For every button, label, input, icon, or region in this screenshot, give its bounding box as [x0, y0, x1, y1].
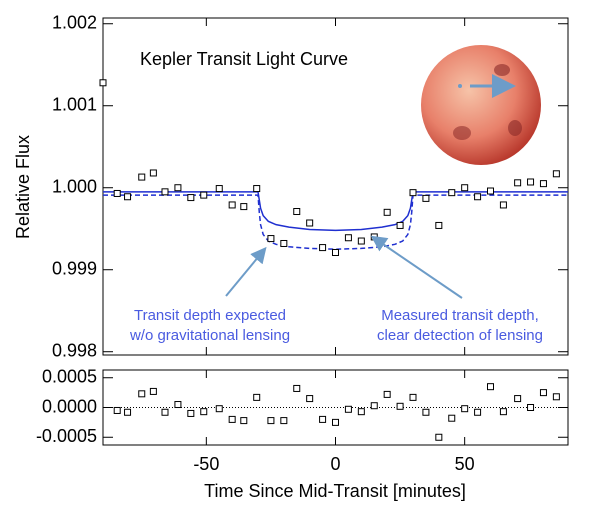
data-point — [435, 433, 443, 441]
y-tick-label: 0.999 — [52, 258, 97, 278]
data-point — [267, 235, 275, 243]
data-point — [487, 187, 494, 195]
data-point — [422, 194, 430, 202]
y-tick-label: 1.000 — [52, 176, 97, 196]
data-point — [357, 237, 365, 245]
data-point — [240, 203, 248, 211]
data-point — [319, 244, 327, 252]
data-point — [293, 208, 301, 216]
data-point — [149, 387, 157, 395]
data-point — [370, 402, 378, 410]
data-point — [187, 409, 195, 417]
data-point — [396, 402, 404, 410]
data-point — [200, 408, 208, 416]
data-point — [514, 395, 522, 403]
data-point — [149, 169, 157, 177]
data-point — [474, 193, 482, 201]
y-axis-label: Relative Flux — [13, 135, 33, 239]
x-tick-label: 0 — [330, 454, 340, 474]
data-point — [344, 234, 352, 242]
data-point — [215, 185, 223, 193]
data-point — [499, 408, 507, 416]
data-point — [539, 389, 547, 397]
data-point — [267, 417, 275, 425]
data-point — [228, 201, 236, 209]
data-point — [240, 417, 248, 425]
data-point — [280, 417, 288, 425]
data-point — [552, 170, 560, 178]
x-tick-label: 50 — [455, 454, 475, 474]
data-point — [306, 219, 314, 227]
data-point — [113, 189, 121, 197]
annotation: Transit depth expected — [134, 307, 286, 324]
star-illustration — [421, 45, 541, 165]
y-tick-label: -0.0005 — [36, 426, 97, 446]
y-tick-label: 0.998 — [52, 340, 97, 360]
data-point — [344, 405, 352, 413]
data-point — [332, 249, 339, 257]
data-point — [253, 393, 261, 401]
data-point — [435, 221, 443, 229]
data-point — [499, 201, 507, 209]
data-point — [174, 401, 182, 409]
data-point — [396, 221, 404, 229]
data-point — [332, 418, 339, 426]
data-point — [113, 406, 121, 414]
data-point — [461, 405, 469, 413]
chart-title: Kepler Transit Light Curve — [140, 49, 348, 69]
annotation: Measured transit depth, — [381, 307, 539, 324]
data-point — [174, 184, 182, 192]
annotation: clear detection of lensing — [377, 327, 543, 344]
data-point — [357, 408, 365, 416]
data-point — [514, 179, 522, 187]
data-point — [138, 390, 146, 398]
data-point — [215, 405, 223, 413]
model-line — [103, 191, 568, 232]
data-point — [422, 408, 430, 416]
data-point — [474, 408, 482, 416]
data-point — [200, 191, 208, 199]
data-point — [448, 189, 456, 197]
data-point — [383, 390, 391, 398]
y-tick-label: 0.0000 — [42, 396, 97, 416]
data-point — [228, 415, 236, 423]
data-point — [253, 185, 261, 193]
data-point — [539, 180, 547, 188]
data-point — [280, 239, 288, 247]
data-point — [527, 404, 535, 411]
data-point — [161, 408, 169, 416]
data-point — [124, 193, 132, 201]
data-point — [293, 384, 301, 392]
y-tick-label: 0.0005 — [42, 366, 97, 386]
x-axis-label: Time Since Mid-Transit [minutes] — [204, 481, 466, 501]
y-tick-label: 1.001 — [52, 94, 97, 114]
data-point — [527, 178, 535, 186]
data-point — [124, 408, 132, 416]
data-point — [187, 194, 195, 202]
model-line — [103, 194, 568, 250]
data-point — [99, 79, 107, 87]
data-point — [409, 189, 417, 197]
data-point — [138, 173, 146, 181]
data-point — [487, 383, 494, 391]
annotation-arrow — [225, 246, 267, 297]
x-tick-label: -50 — [193, 454, 219, 474]
data-point — [383, 208, 391, 216]
y-tick-label: 1.002 — [52, 12, 97, 32]
annotation-arrow — [370, 235, 463, 299]
data-point — [409, 393, 417, 401]
data-point — [319, 415, 327, 423]
annotation: w/o gravitational lensing — [129, 327, 290, 344]
data-point — [161, 188, 169, 196]
data-point — [461, 184, 469, 192]
data-point — [552, 393, 560, 401]
data-point — [306, 395, 314, 403]
data-point — [448, 414, 456, 422]
